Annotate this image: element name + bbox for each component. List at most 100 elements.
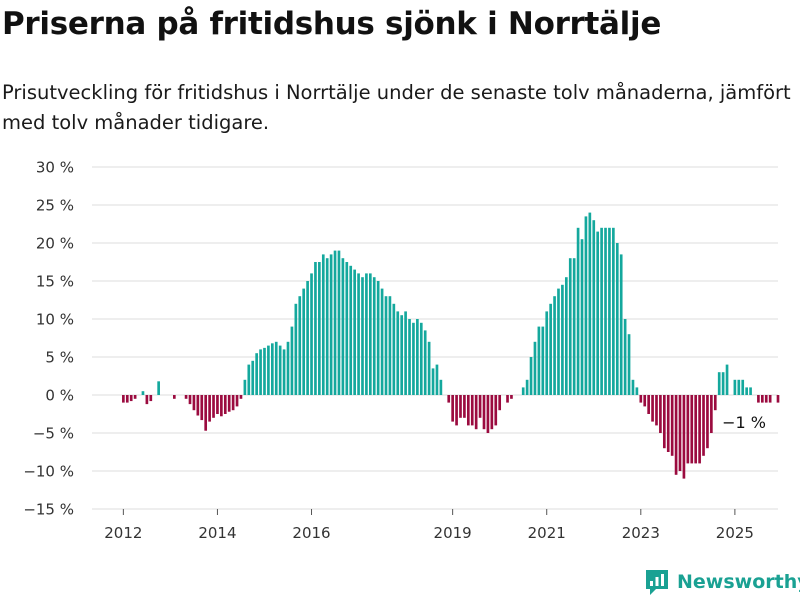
bar <box>474 395 478 430</box>
x-tick-label: 2014 <box>198 524 236 542</box>
bar <box>749 387 752 395</box>
y-tick-label: 15 % <box>36 273 74 291</box>
bar <box>263 347 266 395</box>
bar <box>706 395 709 449</box>
bar <box>666 395 670 452</box>
bar <box>760 395 764 403</box>
newsworthy-logo-text: Newsworthy <box>677 571 800 593</box>
bar <box>659 395 662 433</box>
bar <box>686 395 690 464</box>
bar <box>533 341 537 395</box>
x-tick-label: 2023 <box>622 524 660 542</box>
bar <box>404 311 407 395</box>
bar <box>129 395 133 402</box>
bar <box>231 395 235 411</box>
bar <box>541 326 545 395</box>
y-tick-label: 30 % <box>36 159 74 177</box>
y-tick-label: 0 % <box>45 387 74 405</box>
bar <box>537 326 541 395</box>
bar <box>698 395 701 464</box>
bar <box>482 395 486 430</box>
bar <box>353 269 356 395</box>
bar <box>451 395 454 422</box>
y-tick-label: 25 % <box>36 197 74 215</box>
bar <box>408 319 411 395</box>
bar <box>576 227 580 395</box>
bar <box>572 258 576 395</box>
bar <box>694 395 698 464</box>
bar <box>216 395 219 414</box>
bar <box>204 395 208 431</box>
bar <box>172 395 176 399</box>
bar <box>651 395 654 422</box>
bar <box>635 387 639 395</box>
bar <box>427 341 431 395</box>
bar <box>431 368 435 395</box>
bar <box>643 395 647 407</box>
bar <box>349 265 353 395</box>
bar <box>380 288 384 395</box>
bar <box>678 395 682 471</box>
bar <box>710 395 713 433</box>
bar <box>506 395 509 403</box>
bar <box>372 277 376 395</box>
bar <box>310 273 313 395</box>
bar <box>400 315 404 395</box>
bar <box>466 395 470 426</box>
bar <box>435 364 439 395</box>
bar <box>670 395 674 456</box>
bar <box>619 254 623 395</box>
y-tick-label: 5 % <box>45 349 74 367</box>
bar <box>592 220 596 395</box>
bar <box>392 303 396 395</box>
bar <box>306 281 309 395</box>
bar <box>717 372 721 395</box>
bar <box>741 379 745 395</box>
bar <box>647 395 650 414</box>
bar <box>612 227 615 395</box>
bar <box>329 254 333 395</box>
bar <box>223 395 227 414</box>
y-axis-ticks: −15 % −10 % −5 % 0 % 5 % 10 % 15 % 20 % 25 % 30 % <box>23 159 74 519</box>
bar <box>212 395 215 418</box>
bar <box>713 395 717 411</box>
bar <box>321 254 325 395</box>
bar <box>235 395 239 407</box>
bar <box>302 288 306 395</box>
bar <box>631 379 635 395</box>
bar <box>149 395 153 402</box>
y-tick-label: −15 % <box>23 501 74 519</box>
bar <box>157 381 160 395</box>
bar <box>290 326 294 395</box>
bar <box>608 227 611 395</box>
bar <box>188 395 192 405</box>
bar <box>357 273 360 395</box>
bar <box>227 395 231 412</box>
bar <box>682 395 686 479</box>
bar <box>396 311 400 395</box>
bar <box>345 262 349 395</box>
bar <box>133 395 137 399</box>
bar <box>463 395 466 418</box>
bar <box>737 379 741 395</box>
bar <box>423 330 427 395</box>
bar <box>655 395 658 426</box>
bar <box>615 243 619 395</box>
bar <box>384 296 388 395</box>
newsworthy-logo-icon <box>646 570 668 595</box>
bar <box>745 387 748 395</box>
bar <box>439 379 443 395</box>
y-tick-label: 10 % <box>36 311 74 329</box>
bar <box>145 395 149 405</box>
bar <box>486 395 490 433</box>
bar <box>255 353 258 395</box>
bar <box>725 364 729 395</box>
bar <box>557 288 560 395</box>
bar <box>490 395 494 430</box>
chart-title: Priserna på fritidshus sjönk i Norrtälje <box>2 6 662 42</box>
bar <box>196 395 200 416</box>
bar <box>141 391 145 395</box>
bar <box>623 319 627 395</box>
bar <box>455 395 458 426</box>
